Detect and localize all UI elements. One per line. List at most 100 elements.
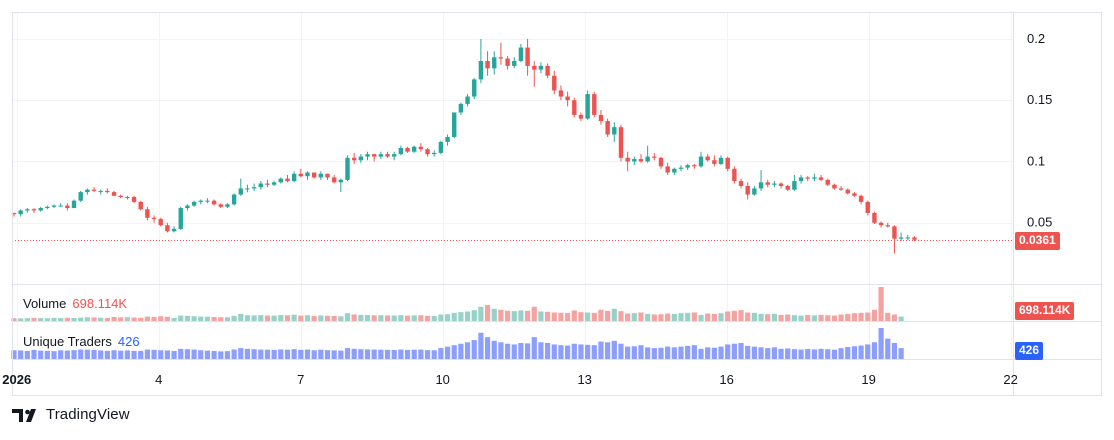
candle-body bbox=[885, 225, 890, 227]
unique-traders-legend[interactable]: Unique Traders 426 bbox=[23, 334, 140, 349]
volume-bar bbox=[771, 313, 777, 321]
unique-traders-bar bbox=[324, 350, 331, 359]
volume-bar bbox=[498, 309, 504, 321]
candle-body bbox=[898, 237, 904, 239]
candle-body bbox=[165, 225, 170, 232]
unique-traders-bar bbox=[678, 346, 684, 359]
unique-traders-bar bbox=[798, 349, 804, 359]
unique-traders-bar bbox=[184, 349, 191, 359]
volume-bar bbox=[598, 309, 604, 321]
candle-body bbox=[358, 156, 364, 161]
unique-traders-bar bbox=[171, 350, 177, 359]
volume-bar bbox=[718, 313, 724, 321]
price-axis[interactable]: 0.05 0.1 0.15 0.2 bbox=[1027, 31, 1052, 230]
unique-traders-bar bbox=[91, 349, 97, 359]
volume-bar bbox=[351, 314, 357, 321]
unique-traders-bar bbox=[478, 332, 484, 359]
candle-body bbox=[458, 103, 464, 113]
volume-bar bbox=[258, 315, 264, 321]
volume-bar bbox=[671, 313, 677, 321]
candle-body bbox=[645, 156, 650, 162]
volume-label: Volume bbox=[23, 296, 67, 311]
candle-body bbox=[612, 127, 617, 135]
volume-bar bbox=[378, 315, 384, 321]
volume-bar bbox=[558, 312, 564, 321]
candle-body bbox=[865, 201, 870, 213]
volume-bar bbox=[418, 315, 424, 321]
candle-body bbox=[518, 47, 524, 62]
unique-traders-bar bbox=[191, 349, 197, 359]
volume-bar bbox=[665, 313, 671, 321]
candle-body bbox=[25, 209, 30, 211]
candle-body bbox=[725, 157, 730, 169]
unique-traders-bar bbox=[545, 342, 551, 359]
unique-traders-bar bbox=[811, 349, 817, 359]
candle-body bbox=[685, 165, 690, 168]
tradingview-logo[interactable]: TradingView bbox=[12, 406, 130, 423]
unique-traders-bar bbox=[765, 348, 771, 359]
candle-body bbox=[878, 222, 884, 226]
volume-bar bbox=[71, 318, 77, 321]
volume-bar bbox=[611, 308, 617, 321]
volume-bar bbox=[124, 317, 130, 321]
volume-bar bbox=[645, 313, 651, 321]
volume-bar bbox=[384, 315, 391, 321]
volume-bar bbox=[765, 314, 771, 321]
candle-body bbox=[31, 209, 37, 211]
unique-traders-bar bbox=[718, 346, 724, 359]
candle-body bbox=[432, 152, 437, 155]
unique-traders-bar bbox=[431, 350, 437, 359]
unique-traders-bar bbox=[124, 350, 130, 359]
volume-bar bbox=[625, 313, 631, 321]
volume-bar bbox=[651, 314, 657, 321]
volume-bar bbox=[244, 315, 251, 321]
unique-traders-bar bbox=[231, 349, 237, 359]
volume-bar bbox=[404, 315, 411, 321]
volume-bar bbox=[891, 314, 898, 321]
candle-body bbox=[171, 228, 177, 232]
unique-traders-bar bbox=[411, 349, 417, 359]
unique-traders-bar bbox=[705, 347, 711, 359]
chart-frame bbox=[12, 12, 1102, 396]
candle-body bbox=[125, 197, 130, 199]
unique-traders-bar bbox=[805, 348, 811, 359]
volume-bar bbox=[58, 318, 64, 321]
unique-traders-bar bbox=[698, 348, 704, 359]
volume-bar bbox=[825, 315, 831, 321]
candle-body bbox=[351, 157, 357, 161]
candle-body bbox=[672, 168, 677, 173]
unique-traders-bar bbox=[605, 342, 611, 359]
candle-body bbox=[191, 201, 197, 206]
unique-traders-bar bbox=[745, 345, 751, 359]
candle-body bbox=[385, 154, 390, 157]
unique-traders-bar bbox=[398, 349, 404, 359]
unique-traders-bar bbox=[344, 348, 351, 359]
candle-body bbox=[598, 114, 604, 122]
candle-body bbox=[792, 181, 797, 190]
volume-bar bbox=[358, 314, 364, 321]
unique-traders-bar bbox=[845, 346, 851, 359]
candle-body bbox=[198, 200, 203, 202]
volume-bar bbox=[605, 310, 611, 321]
volume-bar bbox=[885, 312, 891, 321]
unique-traders-bar bbox=[84, 349, 90, 359]
volume-bar bbox=[278, 315, 284, 321]
volume-bar bbox=[324, 315, 331, 321]
volume-bar bbox=[745, 312, 751, 321]
candle-body bbox=[131, 197, 137, 202]
volume-legend[interactable]: Volume 698.114K bbox=[23, 296, 127, 311]
candle-body bbox=[572, 100, 577, 115]
candle-body bbox=[538, 65, 544, 70]
unique-traders-bar bbox=[238, 348, 244, 359]
unique-traders-bar bbox=[311, 350, 317, 359]
time-axis[interactable]: 2026 4 7 10 13 16 19 22 bbox=[2, 372, 1018, 387]
candlesticks bbox=[11, 38, 917, 254]
unique-traders-bar bbox=[538, 342, 544, 359]
candle-body bbox=[678, 167, 684, 169]
volume-bar bbox=[531, 306, 537, 321]
unique-traders-bar bbox=[838, 348, 844, 359]
unique-traders-bar bbox=[731, 343, 737, 359]
candle-body bbox=[331, 177, 337, 183]
candle-body bbox=[271, 182, 277, 185]
